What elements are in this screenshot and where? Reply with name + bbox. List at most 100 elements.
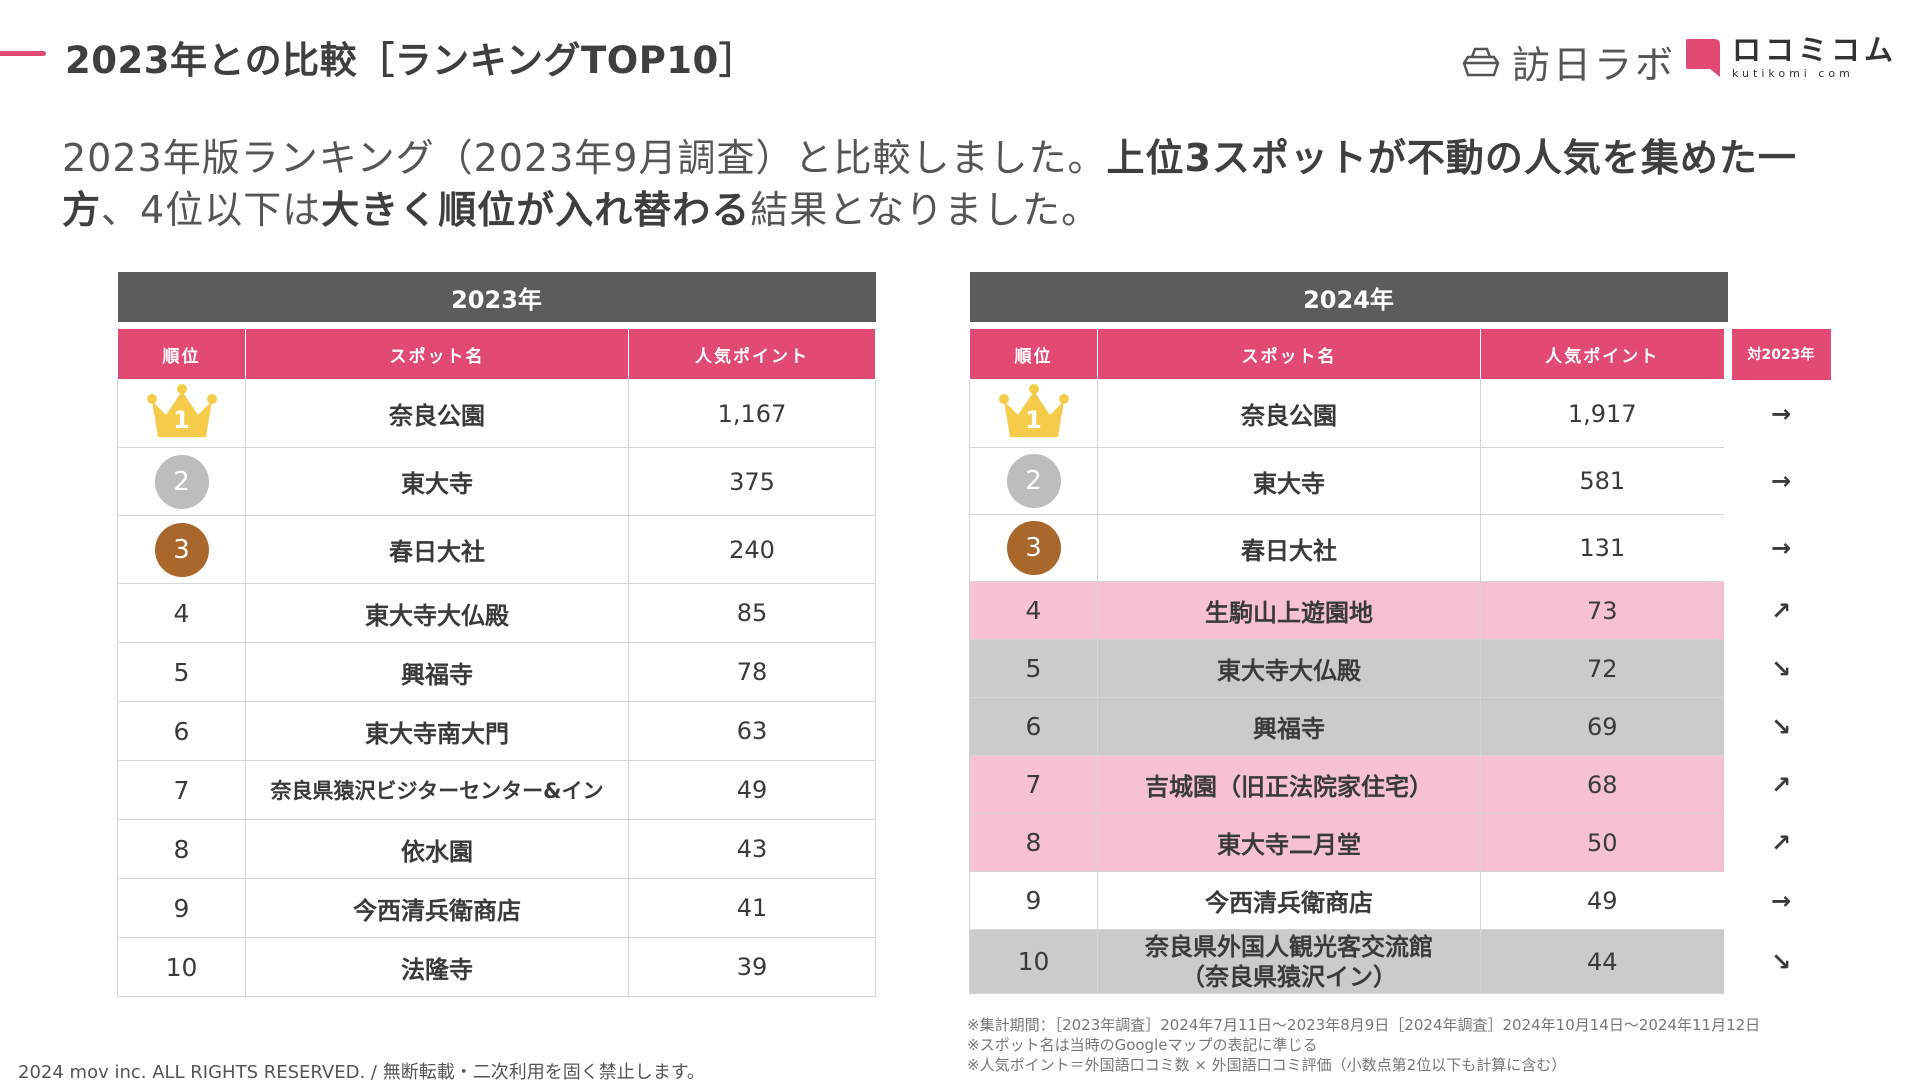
spot-cell: 東大寺大仏殿 [1097, 639, 1481, 698]
spot-cell: 東大寺 [1097, 447, 1481, 515]
rank-cell: 1 [117, 379, 246, 448]
table-row: 10 法隆寺 39 [117, 937, 876, 997]
table-row: 8 依水園 43 [117, 819, 876, 879]
column-header-spot: スポット名 [1097, 328, 1481, 380]
table-row: 9 今西清兵衛商店 49 → [969, 871, 1831, 930]
brand-logo-kutikomi: ロコミコム kutikomi com [1684, 36, 1897, 79]
points-cell: 69 [1480, 697, 1728, 756]
rank-cell: 2 [117, 447, 246, 516]
rank-cell: 6 [117, 701, 246, 761]
column-header-spot: スポット名 [245, 328, 629, 380]
table-row: 4 東大寺大仏殿 85 [117, 583, 876, 643]
trend-up-icon: ↗ [1723, 813, 1831, 872]
spot-cell: 東大寺 [245, 447, 629, 516]
brand-subtitle: kutikomi com [1732, 67, 1854, 80]
bronze-medal-icon: 3 [1006, 521, 1061, 575]
spot-cell: 奈良県猿沢ビジターセンター&イン [245, 760, 629, 820]
spot-cell: 興福寺 [1097, 697, 1481, 756]
table-row: 1 奈良公園 1,167 [117, 379, 876, 448]
trend-up-icon: ↗ [1723, 755, 1831, 814]
rank-cell: 9 [117, 878, 246, 938]
points-cell: 49 [628, 760, 876, 820]
table-row: 2 東大寺 375 [117, 447, 876, 516]
trend-same-icon: → [1723, 379, 1831, 448]
table-row: 6 東大寺南大門 63 [117, 701, 876, 761]
rank-cell: 10 [969, 929, 1098, 994]
rank-cell: 1 [969, 379, 1098, 448]
column-header-rank: 順位 [969, 328, 1098, 380]
year-header-2023: 2023年 [117, 272, 876, 322]
points-cell: 1,917 [1480, 379, 1728, 448]
spot-name-line-2: （奈良県猿沢イン） [1181, 962, 1397, 991]
table-row: 3 春日大社 131 → [969, 514, 1831, 582]
rank-cell: 6 [969, 697, 1098, 756]
rank-cell: 10 [117, 937, 246, 997]
points-cell: 72 [1480, 639, 1728, 698]
table-row: 9 今西清兵衛商店 41 [117, 878, 876, 938]
rank-cell: 2 [969, 447, 1098, 515]
table-row: 4 生駒山上遊園地 73 ↗ [969, 581, 1831, 640]
points-cell: 85 [628, 583, 876, 643]
table-row: 5 東大寺大仏殿 72 ↘ [969, 639, 1831, 698]
column-header-vs-2023: 対2023年 [1723, 328, 1831, 380]
table-row: 7 吉城園（旧正法院家住宅） 68 ↗ [969, 755, 1831, 814]
ranking-table-2024: 2024年 順位 スポット名 人気ポイント 対2023年 1 奈良公園 1,91… [969, 272, 1831, 994]
spot-cell: 生駒山上遊園地 [1097, 581, 1481, 640]
bronze-medal-icon: 3 [154, 522, 209, 577]
footnote-points-formula: ※人気ポイント＝外国語口コミ数 × 外国語口コミ評価（小数点第2位以下も計算に含… [967, 1056, 1567, 1074]
points-cell: 73 [1480, 581, 1728, 640]
lead-text: 2023年版ランキング（2023年9月調査）と比較しました。上位3スポットが不動… [62, 132, 1862, 236]
points-cell: 131 [1480, 514, 1728, 582]
rank-cell: 7 [117, 760, 246, 820]
points-cell: 375 [628, 447, 876, 516]
lead-highlight-2: 大きく順位が入れ替わる [321, 188, 751, 232]
spot-cell: 奈良公園 [1097, 379, 1481, 448]
trend-same-icon: → [1723, 447, 1831, 515]
brand-name: 訪日ラボ [1512, 43, 1677, 87]
table-row: 6 興福寺 69 ↘ [969, 697, 1831, 756]
points-cell: 43 [628, 819, 876, 879]
lead-highlight-1: 上位3スポットが不動の人気を集めた一方 [62, 136, 1797, 232]
footnote-spot-name: ※スポット名は当時のGoogleマップの表記に準じる [967, 1036, 1318, 1054]
spot-cell: 春日大社 [245, 515, 629, 584]
points-cell: 63 [628, 701, 876, 761]
spot-cell: 東大寺大仏殿 [245, 583, 629, 643]
points-cell: 78 [628, 642, 876, 702]
rank-cell: 4 [117, 583, 246, 643]
points-cell: 39 [628, 937, 876, 997]
table-row: 8 東大寺二月堂 50 ↗ [969, 813, 1831, 872]
lead-text-part-3: 結果となりました。 [750, 188, 1101, 232]
points-cell: 41 [628, 878, 876, 938]
rank-cell: 8 [969, 813, 1098, 872]
rank-cell: 4 [969, 581, 1098, 640]
rank-cell: 3 [969, 514, 1098, 582]
trend-down-icon: ↘ [1723, 929, 1831, 994]
crown-icon: 1 [142, 381, 222, 441]
rank-cell: 5 [117, 642, 246, 702]
page-title: 2023年との比較［ランキングTOP10］ [65, 39, 757, 82]
silver-medal-icon: 2 [1006, 454, 1061, 508]
trend-down-icon: ↘ [1723, 639, 1831, 698]
trend-same-icon: → [1723, 871, 1831, 930]
copyright-notice: 2024 mov inc. ALL RIGHTS RESERVED. / 無断転… [18, 1062, 705, 1083]
points-cell: 50 [1480, 813, 1728, 872]
table-row: 1 奈良公園 1,917 → [969, 379, 1831, 448]
points-cell: 44 [1480, 929, 1728, 994]
title-accent-bar [0, 51, 46, 56]
spot-cell: 東大寺南大門 [245, 701, 629, 761]
spot-cell: 今西清兵衛商店 [245, 878, 629, 938]
silver-medal-icon: 2 [154, 454, 209, 509]
spot-cell: 奈良公園 [245, 379, 629, 448]
table-row: 10 奈良県外国人観光客交流館 （奈良県猿沢イン） 44 ↘ [969, 929, 1831, 994]
trend-same-icon: → [1723, 514, 1831, 582]
speech-bubble-icon [1686, 38, 1720, 77]
spot-cell: 依水園 [245, 819, 629, 879]
spot-cell: 東大寺二月堂 [1097, 813, 1481, 872]
column-header-points: 人気ポイント [628, 328, 876, 380]
spot-cell: 春日大社 [1097, 514, 1481, 582]
trend-up-icon: ↗ [1723, 581, 1831, 640]
rank-cell: 9 [969, 871, 1098, 930]
brand-logo-houjin-lab: 訪日ラボ [1462, 34, 1676, 89]
table-row: 3 春日大社 240 [117, 515, 876, 584]
brand-name-2: ロコミコム [1732, 33, 1898, 67]
